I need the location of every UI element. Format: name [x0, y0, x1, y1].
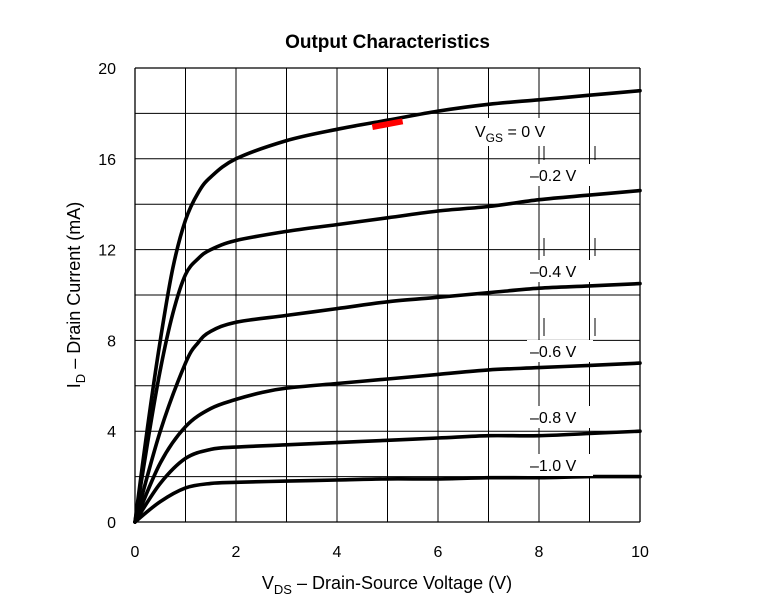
- y-axis-label-main: I: [64, 383, 84, 388]
- curve-label-main: V: [475, 124, 486, 141]
- curve-label-background: [467, 118, 587, 146]
- curve-label: –1.0 V: [530, 458, 577, 475]
- curve-label-background: [527, 406, 593, 428]
- x-axis-label-rest: – Drain-Source Voltage (V): [292, 573, 512, 593]
- curve-label: –0.4 V: [530, 264, 577, 281]
- x-tick-label: 10: [631, 544, 649, 561]
- y-axis-label-rest: – Drain Current (mA): [64, 202, 84, 374]
- x-tick-label: 0: [131, 544, 140, 561]
- y-tick-label: 12: [98, 243, 116, 260]
- curve-label: –0.2 V: [530, 168, 577, 185]
- y-axis-label: ID – Drain Current (mA): [64, 202, 88, 388]
- x-tick-label: 2: [232, 544, 241, 561]
- series-line: [133, 429, 642, 524]
- y-axis-label-sub: D: [73, 374, 88, 383]
- curve-label: –0.6 V: [530, 344, 577, 361]
- curves: [133, 88, 642, 524]
- curve-label-background: [527, 454, 593, 476]
- x-axis-label: VDS – Drain-Source Voltage (V): [262, 573, 512, 597]
- x-axis-label-main: V: [262, 573, 274, 593]
- curve-label: VGS = 0 V: [475, 124, 546, 145]
- chart-title: Output Characteristics: [285, 32, 490, 53]
- y-tick-label: 16: [98, 152, 116, 169]
- curve-label-rest: = 0 V: [503, 124, 546, 141]
- highlight-segment: [371, 118, 404, 130]
- curve-label-background: [527, 340, 593, 362]
- y-tick-label: 20: [98, 61, 116, 78]
- tick-labels: 0 2 4 6 8 10 0 4 8 12 16 20: [98, 61, 649, 561]
- series-line: [133, 281, 642, 524]
- y-tick-label: 4: [107, 424, 116, 441]
- x-tick-label: 4: [333, 544, 342, 561]
- series-line: [133, 188, 642, 524]
- x-tick-label: 8: [535, 544, 544, 561]
- x-axis-label-sub: DS: [274, 582, 292, 597]
- curve-label-sub: GS: [486, 131, 503, 145]
- series-line: [133, 361, 642, 524]
- y-tick-label: 0: [107, 515, 116, 532]
- x-tick-label: 6: [434, 544, 443, 561]
- curve-label-background: [527, 260, 593, 282]
- series-line: [133, 88, 642, 524]
- series-line: [133, 474, 642, 524]
- y-tick-label: 8: [107, 333, 116, 350]
- curve-labels: VGS = 0 V –0.2 V –0.4 V –0.6 V –0.8 V –1.0 V: [467, 118, 596, 476]
- curve-label: –0.8 V: [530, 410, 577, 427]
- curve-label-background: [527, 164, 593, 186]
